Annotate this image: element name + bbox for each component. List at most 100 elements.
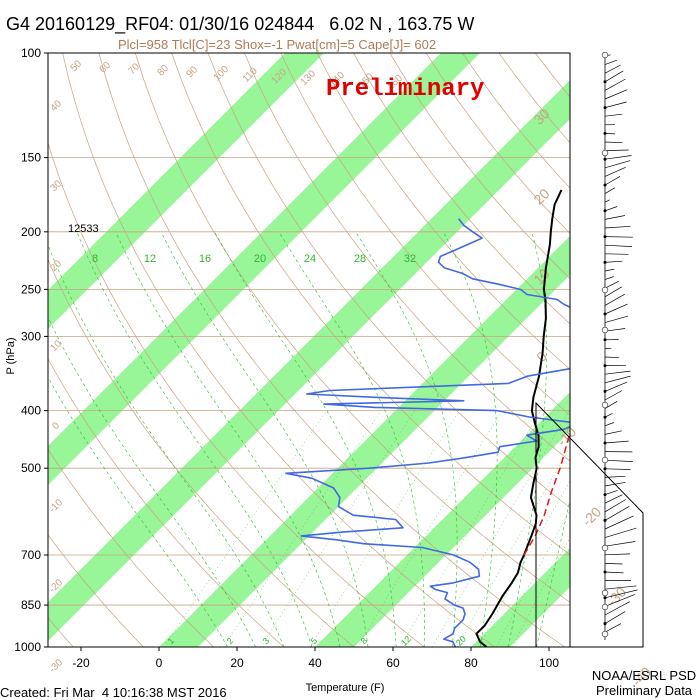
dry-adiabat-layer: [48, 53, 570, 647]
wind-barb-dot: [603, 596, 607, 600]
wind-barb: [604, 70, 624, 83]
isotherm-label: -30: [47, 657, 65, 675]
moist-adiabat: [443, 231, 498, 647]
y-tick-label: 150: [21, 151, 41, 165]
wind-barb: [604, 133, 616, 135]
wind-barb: [604, 563, 623, 565]
wind-barb: [604, 260, 623, 263]
y-tick-label: 250: [21, 282, 41, 296]
green-band: [48, 53, 324, 329]
wind-barb: [604, 499, 626, 513]
dry-adiabat: [48, 258, 355, 647]
isotherm-label: -20: [579, 504, 605, 530]
y-axis-title: P (hPa): [5, 337, 17, 374]
x-tick-label: 40: [308, 656, 322, 670]
mixing-ratio-label: 28: [354, 253, 366, 265]
wind-barb: [604, 422, 615, 427]
wind-barb: [604, 187, 615, 194]
calm-wind-circle: [601, 326, 609, 334]
wind-barb: [604, 236, 633, 238]
wind-barb: [604, 166, 626, 177]
wind-barb: [604, 253, 629, 255]
moist-adiabat-layer: [48, 231, 570, 647]
wind-barb: [604, 381, 628, 392]
wind-barb: [604, 527, 637, 538]
moist-adiabat: [536, 498, 570, 647]
mixing-ratio-line: [163, 410, 328, 647]
dry-adiabat: [62, 53, 495, 647]
wind-barb: [604, 515, 634, 530]
preliminary-stamp: Preliminary: [326, 76, 484, 103]
wind-barb: [604, 286, 622, 298]
wind-barbs: [601, 51, 638, 640]
wind-barb-dot: [603, 570, 607, 574]
isotherm-label: 60: [97, 60, 113, 76]
dry-adiabat: [207, 53, 570, 509]
x-tick-label: 60: [386, 656, 400, 670]
mixing-ratio-line: [477, 480, 570, 647]
mixing-ratio-label: 24: [304, 253, 316, 265]
x-tick-label: 80: [464, 656, 478, 670]
mixing-ratio-label: 20: [254, 253, 266, 265]
wind-barb: [604, 481, 626, 487]
wind-barb-dot: [603, 209, 607, 213]
isotherm-label: 70: [126, 61, 142, 77]
green-band: [48, 53, 480, 485]
wind-barb-dot: [603, 467, 607, 471]
wind-barb: [604, 113, 623, 117]
y-tick-label: 100: [21, 46, 41, 60]
isotherm-label: 20: [530, 185, 552, 207]
wind-barb-dot: [603, 312, 607, 316]
wind-barb: [604, 356, 620, 359]
moist-adiabat: [48, 376, 228, 647]
mixing-ratio-label: 5: [309, 636, 320, 647]
mixing-ratio-layer: [163, 410, 570, 647]
dry-adiabat: [48, 534, 144, 647]
calm-wind-circle: [601, 456, 609, 464]
moist-adiabat: [76, 231, 313, 647]
wind-barb: [604, 328, 626, 332]
isotherm-label: 40: [48, 98, 64, 114]
x-tick-label: -20: [72, 656, 90, 670]
dry-adiabat: [280, 53, 570, 416]
isotherm-label: 80: [155, 63, 171, 79]
dry-adiabat: [48, 141, 425, 647]
calm-wind-circle: [601, 401, 609, 409]
mixing-ratio-line: [309, 410, 460, 647]
wind-panel-outline: [535, 401, 644, 648]
wind-barb-dot: [603, 622, 607, 626]
dry-adiabat: [462, 53, 570, 189]
moist-adiabat: [278, 231, 425, 647]
mixing-ratio-label: 12: [144, 253, 156, 265]
wind-barb: [604, 541, 636, 547]
wind-barb: [604, 601, 630, 616]
wind-barb: [604, 101, 627, 108]
y-tick-label: 300: [21, 329, 41, 343]
mixing-ratio-label: 3: [261, 636, 272, 647]
x-tick-label: 100: [539, 656, 559, 670]
mixing-ratio-label: 12: [399, 634, 413, 648]
wind-barb: [604, 215, 625, 220]
y-tick-label: 1000: [14, 640, 41, 654]
calm-wind-circle: [601, 589, 609, 597]
wind-barb-dot: [603, 518, 607, 522]
wind-barb: [604, 623, 622, 633]
x-tick-label: 20: [230, 656, 244, 670]
green-band-layer: [48, 53, 570, 647]
chart-title: G4 20160129_RF04: 01/30/16 024844 6.02 N…: [6, 14, 474, 35]
wind-barb: [604, 199, 610, 203]
moist-adiabat: [48, 244, 285, 647]
wind-barb: [604, 225, 631, 229]
mixing-ratio-line: [260, 410, 416, 647]
wind-barb: [604, 268, 615, 272]
wind-barb-dot: [603, 131, 607, 135]
chart-subtitle: Plcl=958 Tlcl[C]=23 Shox=-1 Pwat[cm]=5 C…: [118, 37, 436, 52]
wind-barb: [604, 303, 628, 315]
wind-barb-dot: [603, 235, 607, 239]
wind-barb-dot: [603, 415, 607, 419]
moist-adiabat: [355, 231, 458, 647]
isotherm-label: 50: [68, 58, 84, 74]
y-tick-label: 500: [21, 461, 41, 475]
wind-barb: [604, 149, 629, 151]
